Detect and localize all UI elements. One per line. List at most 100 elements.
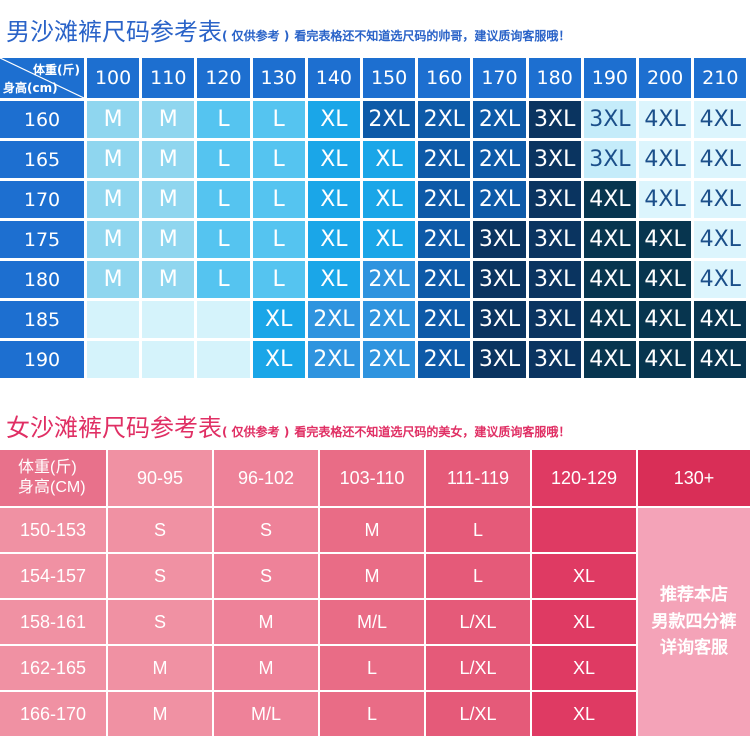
women-height-label: 154-157 bbox=[0, 554, 106, 598]
men-size-cell: 3XL bbox=[528, 221, 581, 258]
women-size-cell: M/L bbox=[320, 600, 424, 644]
women-size-cell: L bbox=[426, 508, 530, 552]
men-weight-header: 120 bbox=[197, 58, 250, 98]
men-corner-header: 体重(斤) 身高(cm) bbox=[0, 58, 84, 98]
men-height-label: 165 bbox=[0, 141, 84, 178]
men-weight-header: 140 bbox=[307, 58, 360, 98]
men-size-cell: 4XL bbox=[639, 341, 692, 378]
women-size-cell: L bbox=[320, 692, 424, 736]
men-size-cell: M bbox=[87, 261, 140, 298]
women-note: 看完表格还不知道选尺码的美女，建议质询客服哦！ bbox=[294, 425, 571, 439]
men-size-cell: XL bbox=[307, 101, 360, 138]
men-size-cell: 2XL bbox=[418, 261, 471, 298]
women-height-label: 166-170 bbox=[0, 692, 106, 736]
men-size-cell: 3XL bbox=[583, 101, 636, 138]
men-weight-header: 160 bbox=[418, 58, 471, 98]
men-size-cell: L bbox=[252, 141, 305, 178]
corner-height-label: 身高(CM) bbox=[18, 479, 86, 496]
men-note: 看完表格还不知道选尺码的帅哥，建议质询客服哦！ bbox=[294, 29, 571, 43]
men-size-cell: 2XL bbox=[363, 301, 416, 338]
women-weight-header: 120-129 bbox=[532, 450, 636, 506]
women-size-cell bbox=[532, 508, 636, 552]
men-height-label: 160 bbox=[0, 101, 84, 138]
corner-weight-label: 体重(斤) bbox=[33, 63, 80, 77]
men-height-label: 180 bbox=[0, 261, 84, 298]
women-weight-header: 90-95 bbox=[108, 450, 212, 506]
men-size-cell bbox=[142, 341, 195, 378]
men-weight-header: 100 bbox=[87, 58, 140, 98]
men-size-cell: 4XL bbox=[694, 101, 747, 138]
women-size-cell: XL bbox=[532, 600, 636, 644]
men-size-cell: L bbox=[252, 101, 305, 138]
men-size-cell: 4XL bbox=[639, 301, 692, 338]
men-size-cell: L bbox=[252, 221, 305, 258]
men-size-cell: 4XL bbox=[694, 341, 747, 378]
men-size-cell: 2XL bbox=[418, 101, 471, 138]
men-size-cell: XL bbox=[307, 261, 360, 298]
men-size-cell: 4XL bbox=[583, 301, 636, 338]
men-size-cell: L bbox=[252, 261, 305, 298]
men-size-cell: 2XL bbox=[418, 301, 471, 338]
men-size-cell: 2XL bbox=[363, 261, 416, 298]
women-weight-header: 111-119 bbox=[426, 450, 530, 506]
women-size-cell: M/L bbox=[214, 692, 318, 736]
men-size-cell: 2XL bbox=[363, 341, 416, 378]
men-size-cell bbox=[197, 341, 250, 378]
men-size-cell: 4XL bbox=[639, 261, 692, 298]
women-weight-header: 96-102 bbox=[214, 450, 318, 506]
men-size-cell: XL bbox=[307, 221, 360, 258]
men-size-cell: XL bbox=[252, 341, 305, 378]
men-size-cell: M bbox=[87, 141, 140, 178]
men-weight-header: 180 bbox=[528, 58, 581, 98]
men-weight-header: 130 bbox=[252, 58, 305, 98]
women-height-label: 162-165 bbox=[0, 646, 106, 690]
men-weight-header: 170 bbox=[473, 58, 526, 98]
women-height-label: 150-153 bbox=[0, 508, 106, 552]
men-size-cell: L bbox=[197, 181, 250, 218]
corner-diagonal bbox=[0, 58, 84, 98]
men-size-cell: 2XL bbox=[418, 181, 471, 218]
women-size-table: 体重(斤) 身高(CM) 90-95 96-102 103-110 111-119 120-… bbox=[0, 450, 750, 740]
women-size-chart-title: 女沙滩裤尺码参考表( 仅供参考 ) 看完表格还不知道选尺码的美女，建议质询客服哦… bbox=[6, 408, 570, 443]
men-size-cell: 4XL bbox=[694, 301, 747, 338]
men-size-cell: 4XL bbox=[694, 181, 747, 218]
men-size-cell: L bbox=[197, 261, 250, 298]
men-size-cell: 2XL bbox=[307, 301, 360, 338]
men-size-cell: 2XL bbox=[473, 181, 526, 218]
women-size-cell: L bbox=[320, 646, 424, 690]
men-size-cell: 4XL bbox=[694, 261, 747, 298]
men-size-cell: 2XL bbox=[363, 101, 416, 138]
men-size-cell: 3XL bbox=[473, 341, 526, 378]
men-size-cell: 4XL bbox=[639, 181, 692, 218]
men-title-text: 男沙滩裤尺码参考表 bbox=[6, 18, 222, 46]
men-size-cell: XL bbox=[363, 221, 416, 258]
women-size-cell: M bbox=[214, 646, 318, 690]
women-size-cell: S bbox=[214, 554, 318, 598]
men-size-table: 体重(斤) 身高(cm) 100 110 120 130 140 150 160 170 180 19… bbox=[0, 58, 750, 382]
men-height-label: 190 bbox=[0, 341, 84, 378]
women-size-cell: L/XL bbox=[426, 646, 530, 690]
women-size-cell: M bbox=[320, 554, 424, 598]
men-size-cell: 3XL bbox=[528, 261, 581, 298]
men-size-cell: 2XL bbox=[418, 141, 471, 178]
men-size-cell: M bbox=[142, 261, 195, 298]
men-size-cell: XL bbox=[307, 181, 360, 218]
women-height-label: 158-161 bbox=[0, 600, 106, 644]
men-size-cell bbox=[87, 341, 140, 378]
women-size-cell: S bbox=[108, 554, 212, 598]
men-size-cell: 4XL bbox=[583, 261, 636, 298]
men-size-cell: XL bbox=[252, 301, 305, 338]
men-height-label: 170 bbox=[0, 181, 84, 218]
men-size-cell: 3XL bbox=[473, 221, 526, 258]
men-size-cell: L bbox=[197, 101, 250, 138]
women-size-cell: M bbox=[320, 508, 424, 552]
men-size-cell: L bbox=[197, 221, 250, 258]
men-size-cell bbox=[142, 301, 195, 338]
men-size-cell: 3XL bbox=[528, 101, 581, 138]
men-size-cell: 2XL bbox=[418, 341, 471, 378]
men-weight-header: 150 bbox=[363, 58, 416, 98]
women-size-cell: M bbox=[108, 692, 212, 736]
men-size-cell: M bbox=[142, 101, 195, 138]
men-size-cell: L bbox=[252, 181, 305, 218]
men-size-cell: XL bbox=[363, 181, 416, 218]
